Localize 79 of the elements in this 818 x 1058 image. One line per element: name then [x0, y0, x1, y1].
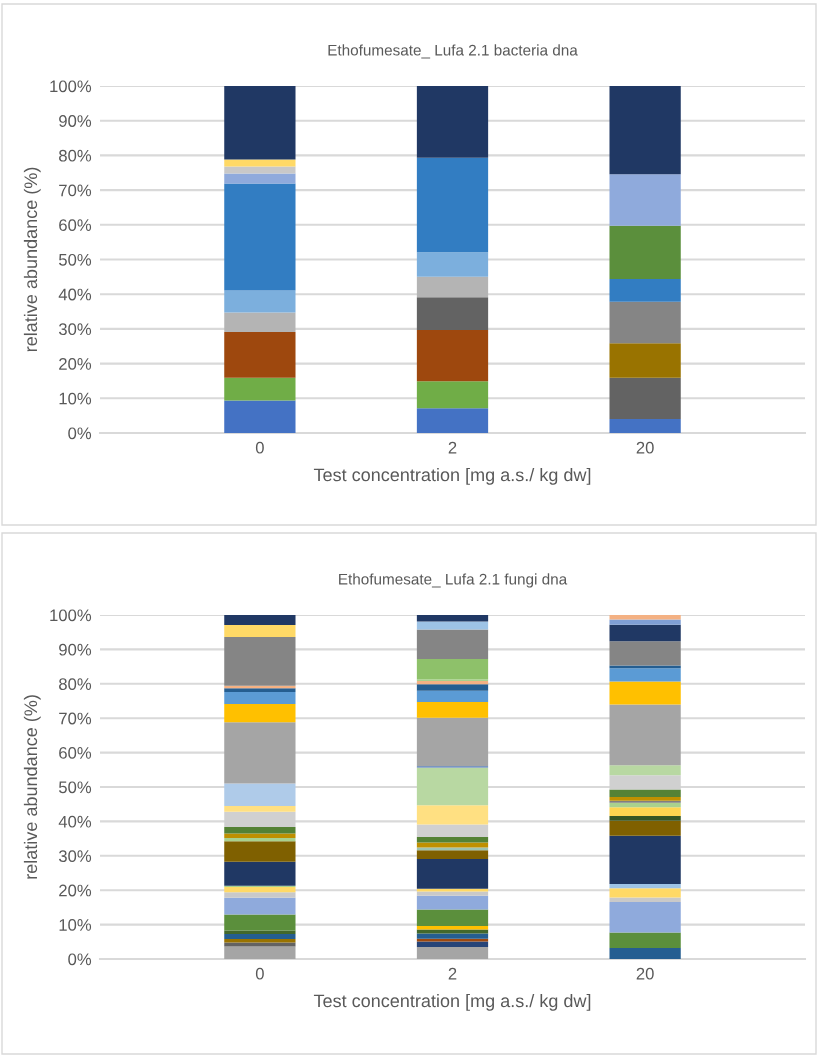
bar: [224, 833, 296, 838]
bar: [224, 400, 296, 433]
bar: [609, 615, 681, 620]
y-tick-label: 30%: [58, 323, 92, 336]
bar: [224, 173, 296, 184]
bar: [224, 159, 296, 167]
bar: [416, 858, 489, 889]
bar: [224, 930, 296, 934]
bar: [609, 419, 681, 433]
y-tick-label: 0%: [68, 427, 92, 440]
y-tick-label: 50%: [58, 781, 92, 794]
x-tick-label: 0: [255, 967, 264, 980]
y-tick-label: 50%: [58, 253, 92, 266]
y-tick-label: 100%: [50, 609, 92, 622]
bar: [416, 86, 489, 158]
bar: [224, 933, 296, 940]
bar: [416, 329, 489, 382]
y-tick-label: 80%: [59, 678, 92, 690]
bar: [224, 86, 296, 160]
bar: [609, 174, 681, 226]
chart-title: Ethofumesate_ Lufa 2.1 fungi dna: [339, 573, 568, 588]
y-tick-label: 90%: [59, 643, 92, 656]
bar: [416, 805, 489, 825]
y-tick-label: 40%: [58, 815, 92, 828]
x-tick-label: 2: [448, 967, 457, 980]
bar: [224, 942, 296, 947]
y-tick-label: 60%: [59, 219, 92, 231]
bar: [224, 826, 296, 834]
bar: [416, 408, 489, 433]
y-tick-label: 100%: [50, 80, 92, 93]
bar: [224, 805, 296, 812]
bar: [609, 301, 681, 344]
bar: [416, 381, 489, 409]
chart-title: Ethofumesate_ Lufa 2.1 bacteria dna: [328, 44, 578, 59]
bar: [416, 941, 489, 947]
x-tick-label: 0: [255, 441, 264, 454]
bar: [416, 946, 489, 959]
bar: [609, 619, 681, 625]
y-tick-label: 10%: [59, 919, 92, 931]
y-axis-title: relative abundance (%): [23, 167, 41, 352]
bar: [224, 332, 296, 378]
y-tick-label: 70%: [59, 712, 92, 725]
y-tick-label: 40%: [58, 288, 92, 301]
bar: [609, 807, 681, 816]
x-tick-label: 20: [636, 967, 654, 980]
bar: [416, 615, 489, 622]
y-tick-label: 10%: [59, 392, 92, 405]
bar: [416, 929, 489, 934]
bar: [416, 629, 489, 660]
bar: [416, 824, 489, 837]
x-tick-label: 20: [636, 441, 654, 454]
x-axis-title: Test concentration [mg a.s./ kg dw]: [313, 467, 591, 485]
bar: [416, 659, 489, 680]
y-tick-label: 20%: [59, 884, 92, 897]
y-tick-label: 20%: [59, 358, 92, 370]
bar: [224, 946, 296, 959]
y-tick-label: 90%: [59, 115, 92, 127]
bar: [224, 841, 296, 862]
y-axis-title: relative abundance (%): [23, 695, 41, 879]
bar: [609, 86, 681, 175]
y-tick-label: 30%: [58, 850, 92, 862]
bar: [416, 767, 489, 806]
y-tick-label: 0%: [68, 953, 92, 966]
x-tick-label: 2: [448, 441, 457, 454]
bar: [416, 933, 489, 939]
bar: [416, 842, 489, 848]
bar: [609, 815, 681, 821]
x-axis-title: Test concentration [mg a.s./ kg dw]: [313, 993, 591, 1011]
bar: [224, 861, 296, 886]
bar: [416, 836, 489, 843]
bar: [609, 225, 681, 279]
y-tick-label: 70%: [59, 184, 92, 197]
bar: [224, 377, 296, 401]
bar: [609, 343, 681, 378]
y-tick-label: 60%: [59, 747, 92, 759]
bar: [224, 783, 296, 806]
bar: [416, 850, 489, 859]
bar: [416, 297, 489, 330]
y-tick-label: 80%: [59, 149, 92, 162]
